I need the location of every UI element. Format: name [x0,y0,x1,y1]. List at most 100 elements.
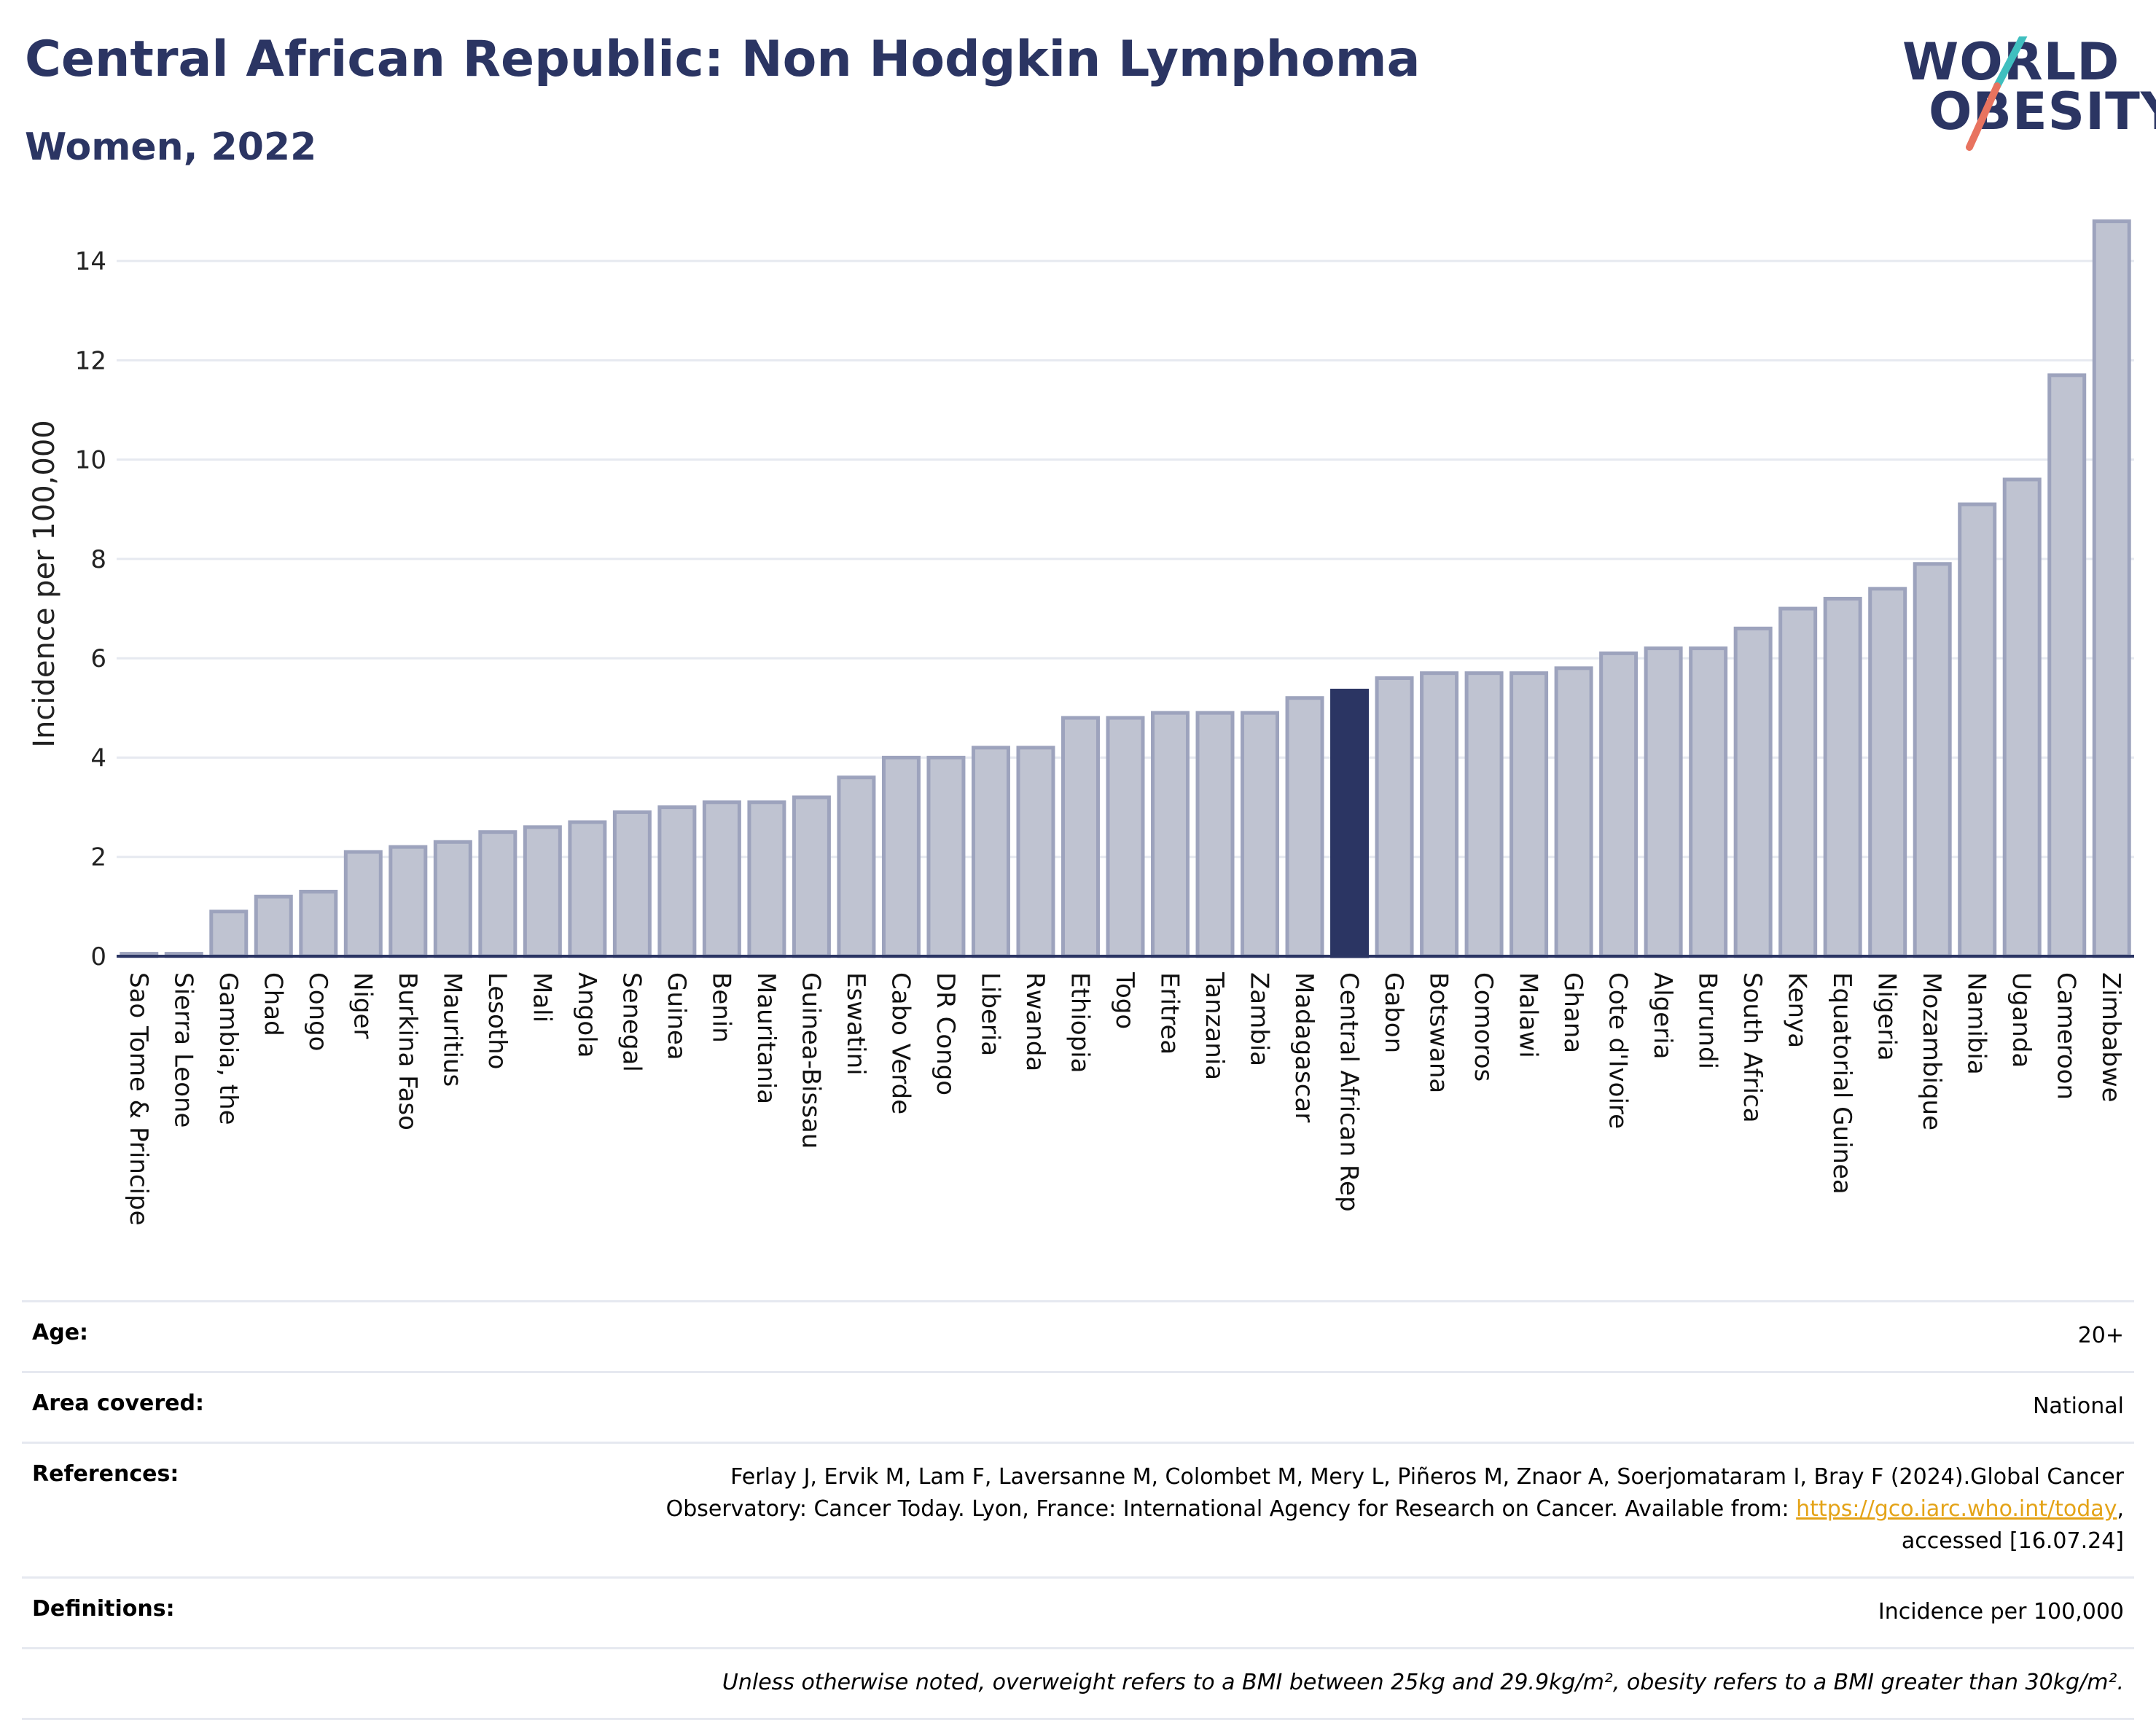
bar [747,800,786,958]
bar [2002,477,2042,958]
x-tick-label: Eswatini [841,972,870,1076]
bar [792,795,831,958]
bar [388,845,428,958]
references-line-3: accessed [16.07.24] [1901,1528,2124,1554]
x-tick-label: South Africa [1738,972,1767,1123]
bar [1016,746,1055,958]
bar [254,894,293,958]
bar [523,825,562,958]
x-tick-label: Uganda [2007,972,2036,1068]
age-value: 20+ [2077,1323,2124,1348]
bar [1509,671,1549,958]
x-tick-label: Zimbabwe [2096,972,2125,1103]
bar [433,840,472,958]
x-tick-label: Mauritania [751,972,781,1104]
area-label: Area covered: [32,1391,204,1416]
info-table: Age: 20+ Area covered: National Referenc… [22,1300,2134,1720]
bar [1106,716,1145,958]
bar [1464,671,1504,958]
page-title: Central African Republic: Non Hodgkin Ly… [25,31,1421,88]
y-tick-label: 12 [75,346,106,375]
x-tick-label: Ethiopia [1065,972,1094,1073]
x-tick-label: Gabon [1379,972,1408,1053]
x-tick-label: Central African Rep [1335,972,1364,1212]
x-tick-label: Niger [348,972,377,1039]
references-line-2: Observatory: Cancer Today. Lyon, France:… [665,1496,1797,1522]
y-tick-label: 8 [90,545,106,574]
bar [1195,711,1235,958]
x-tick-label: Madagascar [1289,972,1319,1122]
info-row-age: Age: 20+ [22,1300,2134,1371]
x-tick-label: Sierra Leone [168,972,198,1127]
page-subtitle: Women, 2022 [25,125,317,169]
x-tick-label: Liberia [975,972,1004,1056]
references-label: References: [32,1461,179,1487]
info-row-references: References: Ferlay J, Ervik M, Lam F, La… [22,1442,2134,1576]
x-tick-label: Congo [303,972,332,1051]
x-tick-label: Ghana [1558,972,1587,1053]
x-tick-label: Rwanda [1020,972,1050,1071]
bar [926,755,966,958]
x-tick-label: Gambia, the [214,972,243,1125]
info-row-note: Unless otherwise noted, overweight refer… [22,1647,2134,1720]
age-label: Age: [32,1320,89,1345]
bar [343,850,383,958]
bar-chart: 0 2 4 6 8 10 12 14 Incidence per 100,000 Sao Tome… [28,219,2134,1226]
y-tick-label: 0 [90,942,106,972]
x-tick-label: Mali [527,972,556,1023]
x-tick-label: Namibia [1962,972,1991,1075]
x-tick-label: Benin [706,972,735,1043]
bar [1644,646,1683,958]
y-tick-label: 6 [90,644,106,673]
references-link[interactable]: https://gco.iarc.who.int/today [1796,1496,2117,1522]
logo-line-2: OBESITY [1929,82,2156,141]
x-tick-label: Botswana [1424,972,1453,1093]
y-tick-label: 2 [90,843,106,872]
x-tick-label: Togo [1110,972,1139,1029]
references-line-1: Ferlay J, Ervik M, Lam F, Laversanne M, … [730,1464,2124,1490]
x-tick-label: Burkina Faso [393,972,422,1130]
x-tick-label: Cameroon [2052,972,2081,1100]
logo-slash-icon [1966,36,2028,151]
x-tick-label: Senegal [617,972,646,1072]
x-tick-label: Malawi [1514,972,1543,1058]
x-tick-label: DR Congo [931,972,960,1095]
references-value: Ferlay J, Ervik M, Lam F, Laversanne M, … [666,1461,2124,1557]
x-tick-label: Eritrea [1155,972,1184,1055]
bar [1330,688,1370,958]
bar [1061,716,1100,958]
bar [1554,666,1593,958]
x-tick-label: Angola [572,972,601,1058]
bar [478,830,517,958]
bar [702,800,741,958]
bar [209,910,249,958]
x-tick-label: Mozambique [1917,972,1946,1130]
x-tick-label: Tanzania [1200,972,1229,1080]
x-tick-label: Kenya [1783,972,1812,1048]
x-tick-label: Burundi [1693,972,1722,1069]
bar [1420,671,1459,958]
info-row-area: Area covered: National [22,1371,2134,1442]
x-tick-label: Nigeria [1872,972,1902,1061]
x-tick-label: Cabo Verde [886,972,915,1114]
bar [1241,711,1280,958]
bar [1778,606,1818,958]
bmi-note: Unless otherwise noted, overweight refer… [722,1670,2124,1695]
bar [837,775,876,958]
x-tick-label: Zambia [1245,972,1274,1066]
definitions-label: Definitions: [32,1596,175,1622]
definitions-value: Incidence per 100,000 [1878,1599,2124,1625]
x-tick-label: Equatorial Guinea [1827,972,1856,1195]
x-tick-label: Algeria [1648,972,1677,1059]
x-tick-label: Guinea [662,972,691,1060]
x-tick-label: Comoros [1469,972,1498,1082]
bar [2092,219,2131,958]
bar [657,805,697,958]
bar [1823,596,1862,958]
bar [1375,676,1414,958]
x-tick-label: Mauritius [437,972,466,1087]
bar [1868,587,1907,958]
y-tick-label: 10 [75,446,106,475]
y-tick-label: 14 [75,247,106,276]
y-axis-label: Incidence per 100,000 [28,420,61,748]
